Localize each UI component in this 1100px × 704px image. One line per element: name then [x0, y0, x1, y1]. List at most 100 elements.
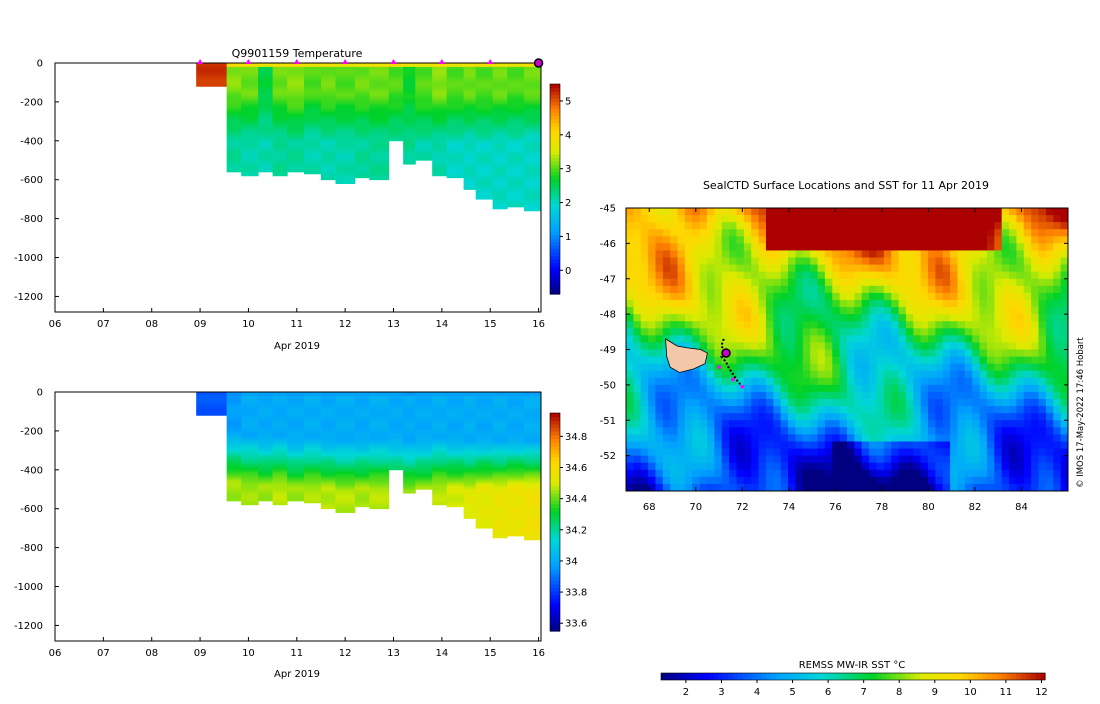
sst-cell: [1039, 215, 1047, 223]
sst-cell: [987, 399, 995, 407]
sst-cell: [773, 243, 781, 251]
sst-cell: [795, 350, 803, 358]
sst-cell: [766, 335, 774, 343]
sst-cell: [744, 456, 752, 464]
sst-cell: [980, 307, 988, 315]
sst-cell: [832, 300, 840, 308]
sst-cell: [847, 456, 855, 464]
sst-cell: [876, 385, 884, 393]
sst-cell: [1016, 328, 1024, 336]
profile-column-10: [369, 63, 389, 180]
colorbar-swatch: [550, 175, 560, 179]
y-tick-label: 0: [37, 388, 43, 399]
sst-cell: [840, 286, 848, 294]
sst-cell: [869, 265, 877, 273]
sst-cell: [737, 258, 745, 266]
sst-cell: [847, 350, 855, 358]
sst-cell: [987, 321, 995, 329]
sst-cell: [663, 236, 671, 244]
sst-cell: [1031, 357, 1039, 365]
sst-cell: [1002, 413, 1010, 421]
sst-cell: [854, 300, 862, 308]
sst-cell: [626, 449, 634, 457]
sst-cell: [633, 243, 641, 251]
sst-cell: [958, 236, 966, 244]
profile-cell: [415, 487, 432, 489]
sst-cell: [648, 449, 656, 457]
colorbar-swatch: [550, 221, 560, 225]
sst-cell: [707, 357, 715, 365]
profile-cell: [196, 413, 227, 415]
sst-cell: [655, 427, 663, 435]
sst-cell: [869, 364, 877, 372]
sst-cell: [737, 413, 745, 421]
sst-cell: [876, 314, 884, 322]
sst-cell: [928, 243, 936, 251]
sst-cell: [891, 328, 899, 336]
sst-cell: [899, 286, 907, 294]
sst-cell: [744, 243, 752, 251]
sst-cell: [737, 484, 745, 492]
colorbar-swatch: [550, 273, 560, 277]
sst-cell: [1009, 258, 1017, 266]
sst-cell: [685, 314, 693, 322]
sst-cell: [891, 258, 899, 266]
sst-cell: [950, 441, 958, 449]
sst-cell: [759, 456, 767, 464]
sst-cell: [648, 222, 656, 230]
sst-cell: [678, 420, 686, 428]
sst-cell: [714, 272, 722, 280]
sst-cell: [943, 427, 951, 435]
sst-cell: [707, 470, 715, 478]
sst-cell: [1002, 272, 1010, 280]
colorbar-swatch: [550, 442, 560, 446]
sst-cell: [935, 258, 943, 266]
sst-cell: [714, 392, 722, 400]
sst-cell: [1031, 378, 1039, 386]
x-tick-label: 10: [242, 648, 255, 659]
sst-cell: [751, 342, 759, 350]
sst-cell: [1039, 427, 1047, 435]
sst-cell: [641, 441, 649, 449]
sst-cell: [1031, 222, 1039, 230]
sst-cell: [847, 243, 855, 251]
sst-cell: [935, 364, 943, 372]
sst-cell: [744, 222, 752, 230]
sst-cell: [832, 427, 840, 435]
sst-cell: [729, 236, 737, 244]
sst-cell: [707, 236, 715, 244]
sst-cell: [884, 215, 892, 223]
sst-cell: [825, 378, 833, 386]
sst-cell: [847, 427, 855, 435]
sst-cell: [972, 250, 980, 258]
sst-cell: [766, 371, 774, 379]
sst-cell: [840, 335, 848, 343]
colorbar-swatch: [550, 119, 560, 123]
sst-cell: [1039, 342, 1047, 350]
sst-cell: [633, 413, 641, 421]
sst-cell: [663, 463, 671, 471]
sst-cell: [751, 300, 759, 308]
sst-cell: [810, 286, 818, 294]
sst-cell: [751, 307, 759, 315]
sst-cell: [810, 215, 818, 223]
temperature-x-axis-label: Apr 2019: [274, 341, 320, 352]
sst-cell: [876, 420, 884, 428]
sst-cell: [648, 342, 656, 350]
sst-cell: [899, 328, 907, 336]
profile-cell: [258, 170, 273, 172]
sst-cell: [788, 364, 796, 372]
colorbar-swatch: [550, 566, 560, 570]
sst-cell: [1016, 463, 1024, 471]
sst-cell: [1024, 420, 1032, 428]
sst-cell: [641, 250, 649, 258]
sst-cell: [773, 470, 781, 478]
sst-cell: [1002, 236, 1010, 244]
sst-cell: [633, 420, 641, 428]
sst-cell: [1031, 321, 1039, 329]
sst-cell: [1031, 484, 1039, 492]
sst-cell: [670, 272, 678, 280]
sst-cell: [847, 222, 855, 230]
colorbar-swatch: [550, 95, 560, 99]
